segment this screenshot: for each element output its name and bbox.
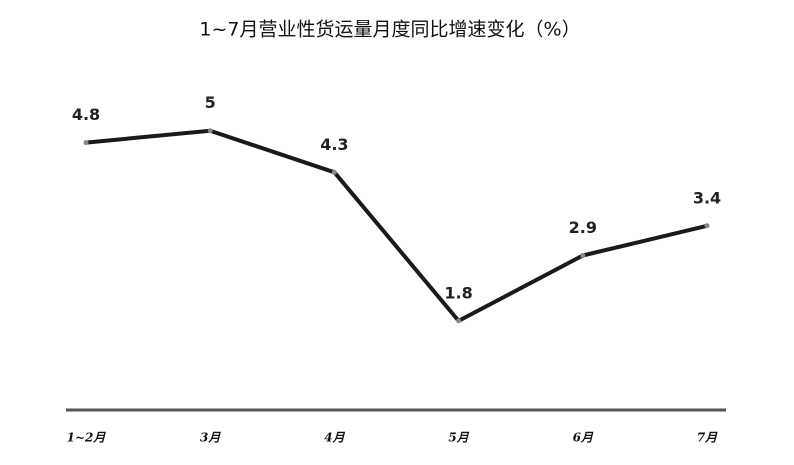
data-label: 4.3 <box>320 135 348 154</box>
data-label: 2.9 <box>569 218 597 237</box>
data-label: 4.8 <box>72 105 100 124</box>
data-label: 5 <box>205 93 216 112</box>
x-tick-label: 7月 <box>697 431 718 445</box>
data-line <box>85 128 708 323</box>
data-point <box>83 140 89 146</box>
data-label: 3.4 <box>693 188 721 207</box>
data-point <box>207 128 213 134</box>
data-point <box>331 169 337 175</box>
x-tick-label: 6月 <box>573 431 594 445</box>
data-point <box>704 223 710 229</box>
data-point <box>580 253 586 258</box>
x-tick-label: 3月 <box>200 431 221 445</box>
x-tick-label: 4月 <box>324 431 345 445</box>
data-point <box>456 318 462 324</box>
chart-title: 1~7月营业性货运量月度同比增速变化（%） <box>199 19 580 41</box>
x-tick-label: 1~2月 <box>67 431 107 445</box>
x-tick-label: 5月 <box>448 431 469 445</box>
data-label: 1.8 <box>444 283 472 302</box>
